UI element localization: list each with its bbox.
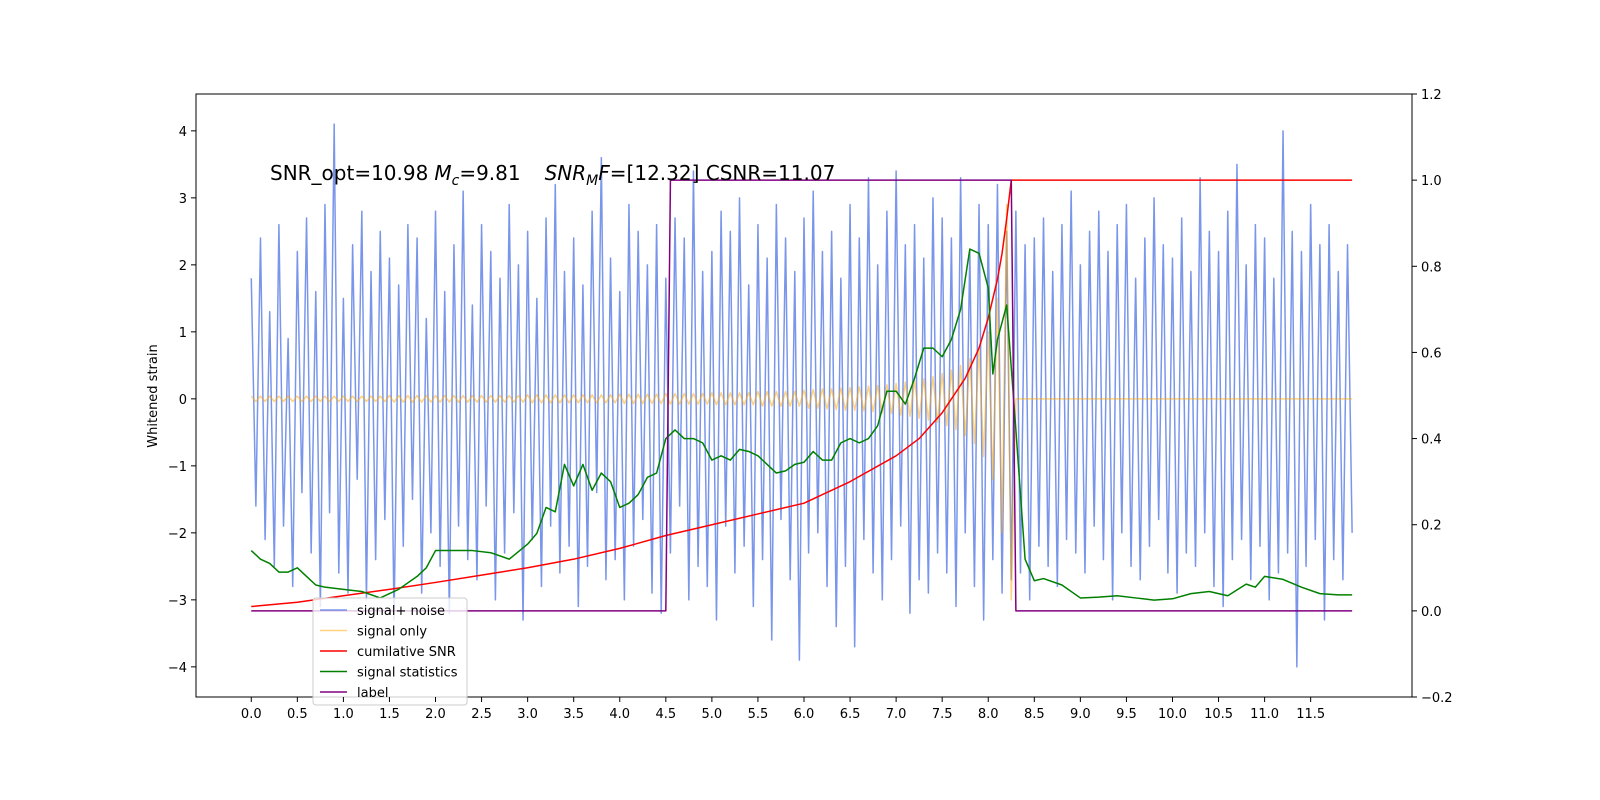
y-tick-label: 0 [179,393,187,408]
y-tick-label: 3 [179,192,187,207]
series-line [250,123,1353,668]
y-tick-label: −1 [168,460,187,475]
annotation-part: M [586,173,598,189]
y-tick-label: 4 [179,125,187,140]
x-tick-label: 1.5 [379,707,400,722]
legend-label: signal statistics [357,666,458,681]
y2-tick-label: 1.2 [1421,88,1442,103]
legend-label: cumilative SNR [357,645,456,660]
y2-tick-label: 0.4 [1421,433,1442,448]
y2-tick-label: −0.2 [1421,691,1453,706]
x-tick-label: 7.0 [886,707,907,722]
x-tick-label: 4.0 [609,707,630,722]
x-tick-label: 1.0 [333,707,354,722]
x-tick-label: 11.5 [1296,707,1325,722]
x-tick-label: 3.0 [517,707,538,722]
series-line [250,203,1353,601]
x-tick-label: 8.5 [1024,707,1045,722]
annotation-part: =9.81 [459,161,520,185]
x-tick-label: 2.0 [425,707,446,722]
x-tick-label: 8.0 [978,707,999,722]
x-tick-label: 0.0 [241,707,262,722]
y2-tick-label: 0.2 [1421,519,1442,534]
x-tick-label: 0.5 [287,707,308,722]
x-tick-label: 4.5 [655,707,676,722]
annotation-part: SNR [545,161,587,185]
x-tick-label: 6.0 [794,707,815,722]
x-tick-label: 2.5 [471,707,492,722]
x-tick-label: 5.0 [702,707,723,722]
y2-tick-label: 0.6 [1421,346,1442,361]
x-tick-label: 11.0 [1250,707,1279,722]
x-tick-label: 10.5 [1204,707,1233,722]
x-tick-label: 7.5 [932,707,953,722]
y2-tick-label: 0.8 [1421,260,1442,275]
legend: signal+ noise signal only cumilative SNR si… [312,597,468,706]
y-axis-label: Whitened strain [146,344,161,447]
y-tick-label: 1 [179,326,187,341]
series-line [250,248,1353,601]
series-line [251,179,1353,612]
x-tick-label: 9.0 [1070,707,1091,722]
legend-label: label [357,686,388,701]
annotation-part: M [434,161,451,185]
annotation-part: SNR_opt=10.98 [270,161,428,185]
legend-label: signal+ noise [357,604,445,619]
y2-tick-label: 1.0 [1421,174,1442,189]
plot-area [250,123,1353,668]
y-tick-label: −4 [168,661,187,676]
y-tick-label: −3 [168,594,187,609]
x-tick-label: 6.5 [840,707,861,722]
y-tick-label: −2 [168,527,187,542]
legend-label: signal only [357,625,427,640]
x-tick-label: 3.5 [563,707,584,722]
annotation-part: =[12.32] CSNR=11.07 [610,161,836,185]
x-tick-label: 9.5 [1116,707,1137,722]
annotation: SNR_opt=10.98 Mc=9.81 SNRMF=[12.32] CSNR=1… [270,161,835,189]
y-tick-label: 2 [179,259,187,274]
x-tick-label: 5.5 [748,707,769,722]
annotation-part: c [452,173,460,189]
y2-tick-label: 0.0 [1421,605,1442,620]
annotation-part: F [598,161,610,185]
series-line [251,179,1353,608]
legend-box [312,597,468,706]
x-tick-label: 10.0 [1158,707,1187,722]
